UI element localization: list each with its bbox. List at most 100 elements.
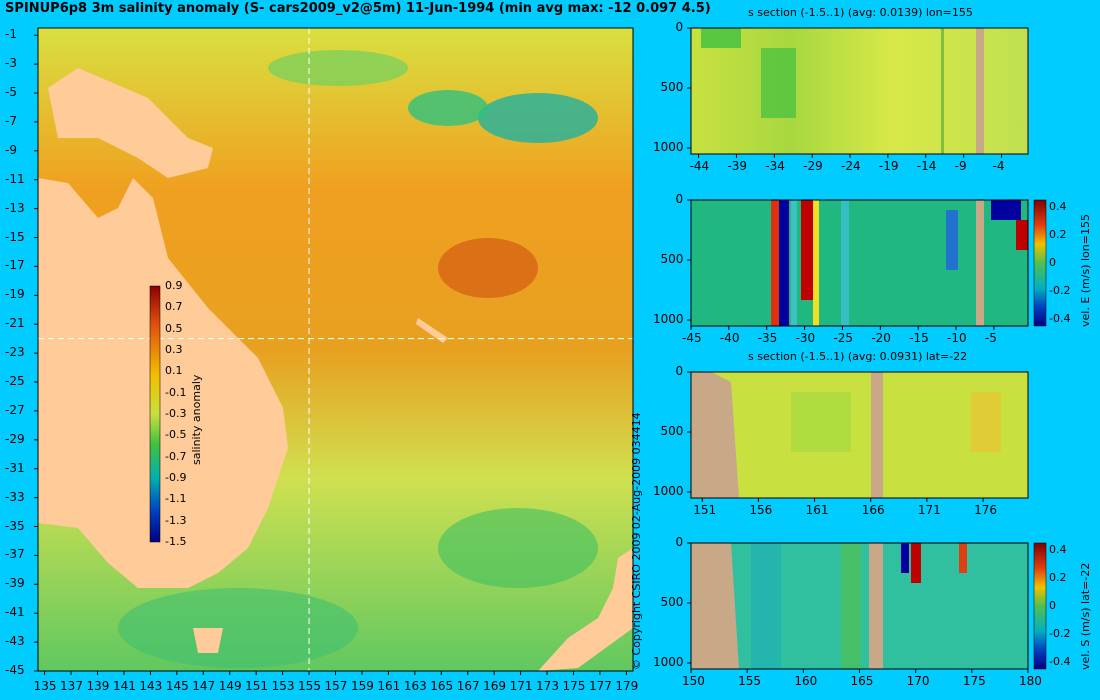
map-x-tick-label: 161 <box>377 679 401 693</box>
section-x-tick-label: -14 <box>916 159 937 173</box>
land-new-zealand <box>538 548 633 671</box>
section-colorbar-tick-label: -0.2 <box>1049 284 1071 297</box>
s-section-lon-plot <box>687 27 1029 158</box>
section-x-tick-label: 170 <box>906 674 930 688</box>
section-x-tick-label: -40 <box>719 331 740 345</box>
section-x-tick-label: 171 <box>917 503 941 517</box>
map-colorbar-tick-label: -0.1 <box>165 385 187 399</box>
section-y-tick-label: 1000 <box>653 655 684 669</box>
map-y-tick-label: -33 <box>5 489 25 504</box>
map-y-tick-label: -1 <box>5 27 17 42</box>
map-y-tick-label: -37 <box>5 547 25 562</box>
panel1-title: s section (-1.5..1) (avg: 0.0139) lon=15… <box>748 6 973 19</box>
section-x-tick-label: -39 <box>727 159 748 173</box>
section-colorbar-tick-label: 0.4 <box>1049 543 1067 556</box>
section-y-tick-label: 500 <box>660 595 684 609</box>
section-x-tick-label: 151 <box>693 503 717 517</box>
section-colorbar-tick-label: -0.4 <box>1049 655 1071 668</box>
map-x-tick-label: 143 <box>139 679 163 693</box>
map-x-tick-label: 147 <box>192 679 216 693</box>
map-x-tick-label: 167 <box>456 679 480 693</box>
vel-s-colorbar <box>1033 542 1047 670</box>
map-x-tick-label: 141 <box>112 679 136 693</box>
section-x-tick-label: 176 <box>974 503 997 517</box>
section-x-tick-label: -15 <box>909 331 929 345</box>
map-x-tick-label: 151 <box>245 679 269 693</box>
section-x-tick-label: -19 <box>878 159 899 173</box>
map-y-tick-label: -7 <box>5 113 17 128</box>
map-y-tick-label: -43 <box>5 634 25 649</box>
map-x-tick-label: 179 <box>615 679 639 693</box>
map-y-tick-label: -19 <box>5 287 25 302</box>
section-x-tick-label: -44 <box>689 159 710 173</box>
map-y-tick-label: -21 <box>5 316 25 331</box>
map-x-tick-label: 135 <box>33 679 57 693</box>
vel-s-colorbar-label: vel. S (m/s) lat=-22 <box>1079 562 1092 670</box>
map-x-tick-label: 149 <box>218 679 242 693</box>
section-x-tick-label: 161 <box>805 503 829 517</box>
section-colorbar-tick-label: 0.4 <box>1049 200 1067 213</box>
section-y-tick-label: 0 <box>675 20 684 34</box>
map-x-tick-label: 137 <box>60 679 83 693</box>
section-colorbar-tick-label: -0.2 <box>1049 627 1071 640</box>
map-colorbar-tick-label: -0.3 <box>165 407 187 420</box>
section-x-tick-label: 175 <box>962 674 986 688</box>
map-y-tick-label: -9 <box>5 142 17 157</box>
land-tasmania <box>193 628 223 653</box>
section-x-tick-label: -45 <box>682 331 702 345</box>
map-colorbar-tick-label: 0.9 <box>165 279 183 292</box>
map-y-tick-label: -27 <box>5 402 25 417</box>
map-y-tick-label: -29 <box>5 431 25 446</box>
section-x-tick-label: -35 <box>757 331 778 345</box>
map-y-tick-label: -11 <box>5 171 25 186</box>
map-y-tick-label: -23 <box>5 345 25 360</box>
map-x-tick-label: 165 <box>430 679 454 693</box>
map-x-tick-label: 175 <box>562 679 586 693</box>
section-x-tick-label: -30 <box>795 331 816 345</box>
map-colorbar-tick-label: -1.1 <box>165 492 187 506</box>
map-x-tick-label: 177 <box>588 679 612 693</box>
s-section-lat-plot <box>687 371 1029 502</box>
map-y-tick-label: -35 <box>5 518 25 533</box>
vel-e-colorbar-label: vel. E (m/s) lon=155 <box>1079 214 1092 327</box>
section-x-tick-label: 180 <box>1019 674 1042 688</box>
map-y-tick-label: -13 <box>5 200 25 215</box>
section-x-tick-label: -20 <box>871 331 891 345</box>
section-x-tick-label: -24 <box>841 159 861 173</box>
map-colorbar-tick-label: 0.5 <box>165 321 183 335</box>
land-new-guinea <box>48 68 213 178</box>
map-y-tick-label: -45 <box>5 663 25 677</box>
vel-s-section-plot <box>687 542 1029 673</box>
section-x-tick-label: 165 <box>850 674 874 688</box>
section-x-tick-label: -10 <box>947 331 967 345</box>
section-x-tick-label: 156 <box>749 503 773 517</box>
section-y-tick-label: 0 <box>675 364 684 378</box>
map-x-tick-label: 157 <box>324 679 348 693</box>
section-x-tick-label: 160 <box>794 674 818 688</box>
section-x-tick-label: 155 <box>738 674 762 688</box>
map-y-tick-label: -15 <box>5 229 25 244</box>
map-y-tick-label: -17 <box>5 258 25 273</box>
section-x-tick-label: -5 <box>984 331 997 345</box>
map-y-tick-label: -41 <box>5 605 25 620</box>
map-y-tick-label: -31 <box>5 460 25 475</box>
panel3-title: s section (-1.5..1) (avg: 0.0931) lat=-2… <box>748 350 968 363</box>
map-colorbar-tick-label: -1.5 <box>165 535 187 548</box>
section-x-tick-label: 166 <box>861 503 885 517</box>
map-x-tick-label: 173 <box>536 679 559 693</box>
map-colorbar-tick-label: -0.7 <box>165 449 187 463</box>
land-new-caledonia <box>416 318 448 343</box>
section-x-tick-label: -34 <box>765 159 785 173</box>
section-colorbar-tick-label: 0 <box>1049 599 1056 612</box>
map-colorbar-tick-label: 0.1 <box>165 364 183 378</box>
section-x-tick-label: -29 <box>803 159 823 173</box>
map-colorbar-tick-label: -1.3 <box>165 513 187 527</box>
copyright-text: © Copyright CSIRO 2009 02-Aug-2009 03441… <box>630 412 643 670</box>
map-colorbar-label: salinity anomaly <box>190 374 203 465</box>
section-x-tick-label: -25 <box>833 331 854 345</box>
section-y-tick-label: 1000 <box>653 484 684 498</box>
map-x-tick-label: 169 <box>483 679 507 693</box>
section-y-tick-label: 1000 <box>653 140 684 154</box>
map-plot <box>34 27 634 675</box>
section-colorbar-tick-label: 0.2 <box>1049 571 1067 584</box>
